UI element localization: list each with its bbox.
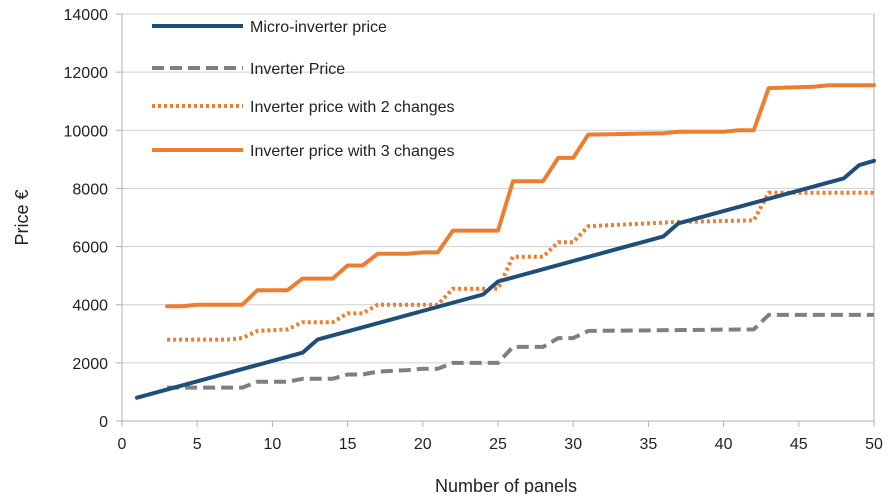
series-line-0 <box>135 158 876 400</box>
y-tick-label: 4000 <box>72 298 108 315</box>
y-tick-label: 10000 <box>64 123 109 140</box>
y-tick-label: 8000 <box>72 181 108 198</box>
x-tick-label: 0 <box>118 436 127 453</box>
x-tick-label: 40 <box>715 436 733 453</box>
x-tick-label: 30 <box>564 436 582 453</box>
y-tick-label: 0 <box>99 414 108 431</box>
y-tick-label: 2000 <box>72 356 108 373</box>
x-tick-label: 5 <box>193 436 202 453</box>
y-tick-label: 12000 <box>64 65 109 82</box>
grid-lines <box>122 13 874 422</box>
x-tick-label: 15 <box>339 436 357 453</box>
legend-label-3: Inverter price with 3 changes <box>250 143 455 160</box>
x-tick-label: 35 <box>640 436 658 453</box>
x-axis-title: Number of panels <box>435 476 577 494</box>
x-tick-label: 10 <box>264 436 282 453</box>
series-line-2 <box>167 190 874 342</box>
x-tick-label: 50 <box>865 436 883 453</box>
legend-label-1: Inverter Price <box>250 61 345 78</box>
axes <box>116 13 875 427</box>
y-tick-label: 6000 <box>72 240 108 257</box>
x-tick-label: 45 <box>790 436 808 453</box>
legend-label-2: Inverter price with 2 changes <box>250 99 455 116</box>
y-tick-label: 14000 <box>64 7 109 24</box>
x-tick-label: 25 <box>489 436 507 453</box>
tick-labels: 0 2000 4000 6000 8000 10000 12000 14000 0 5 10 15 20… <box>64 7 884 453</box>
data-series <box>135 83 876 400</box>
legend: Micro-inverter price Inverter Price Invert… <box>152 19 455 160</box>
y-axis-title: Price € <box>12 189 32 245</box>
series-line-3 <box>165 83 876 309</box>
x-tick-label: 20 <box>414 436 432 453</box>
series-line-1 <box>167 312 874 390</box>
legend-label-0: Micro-inverter price <box>250 19 387 36</box>
